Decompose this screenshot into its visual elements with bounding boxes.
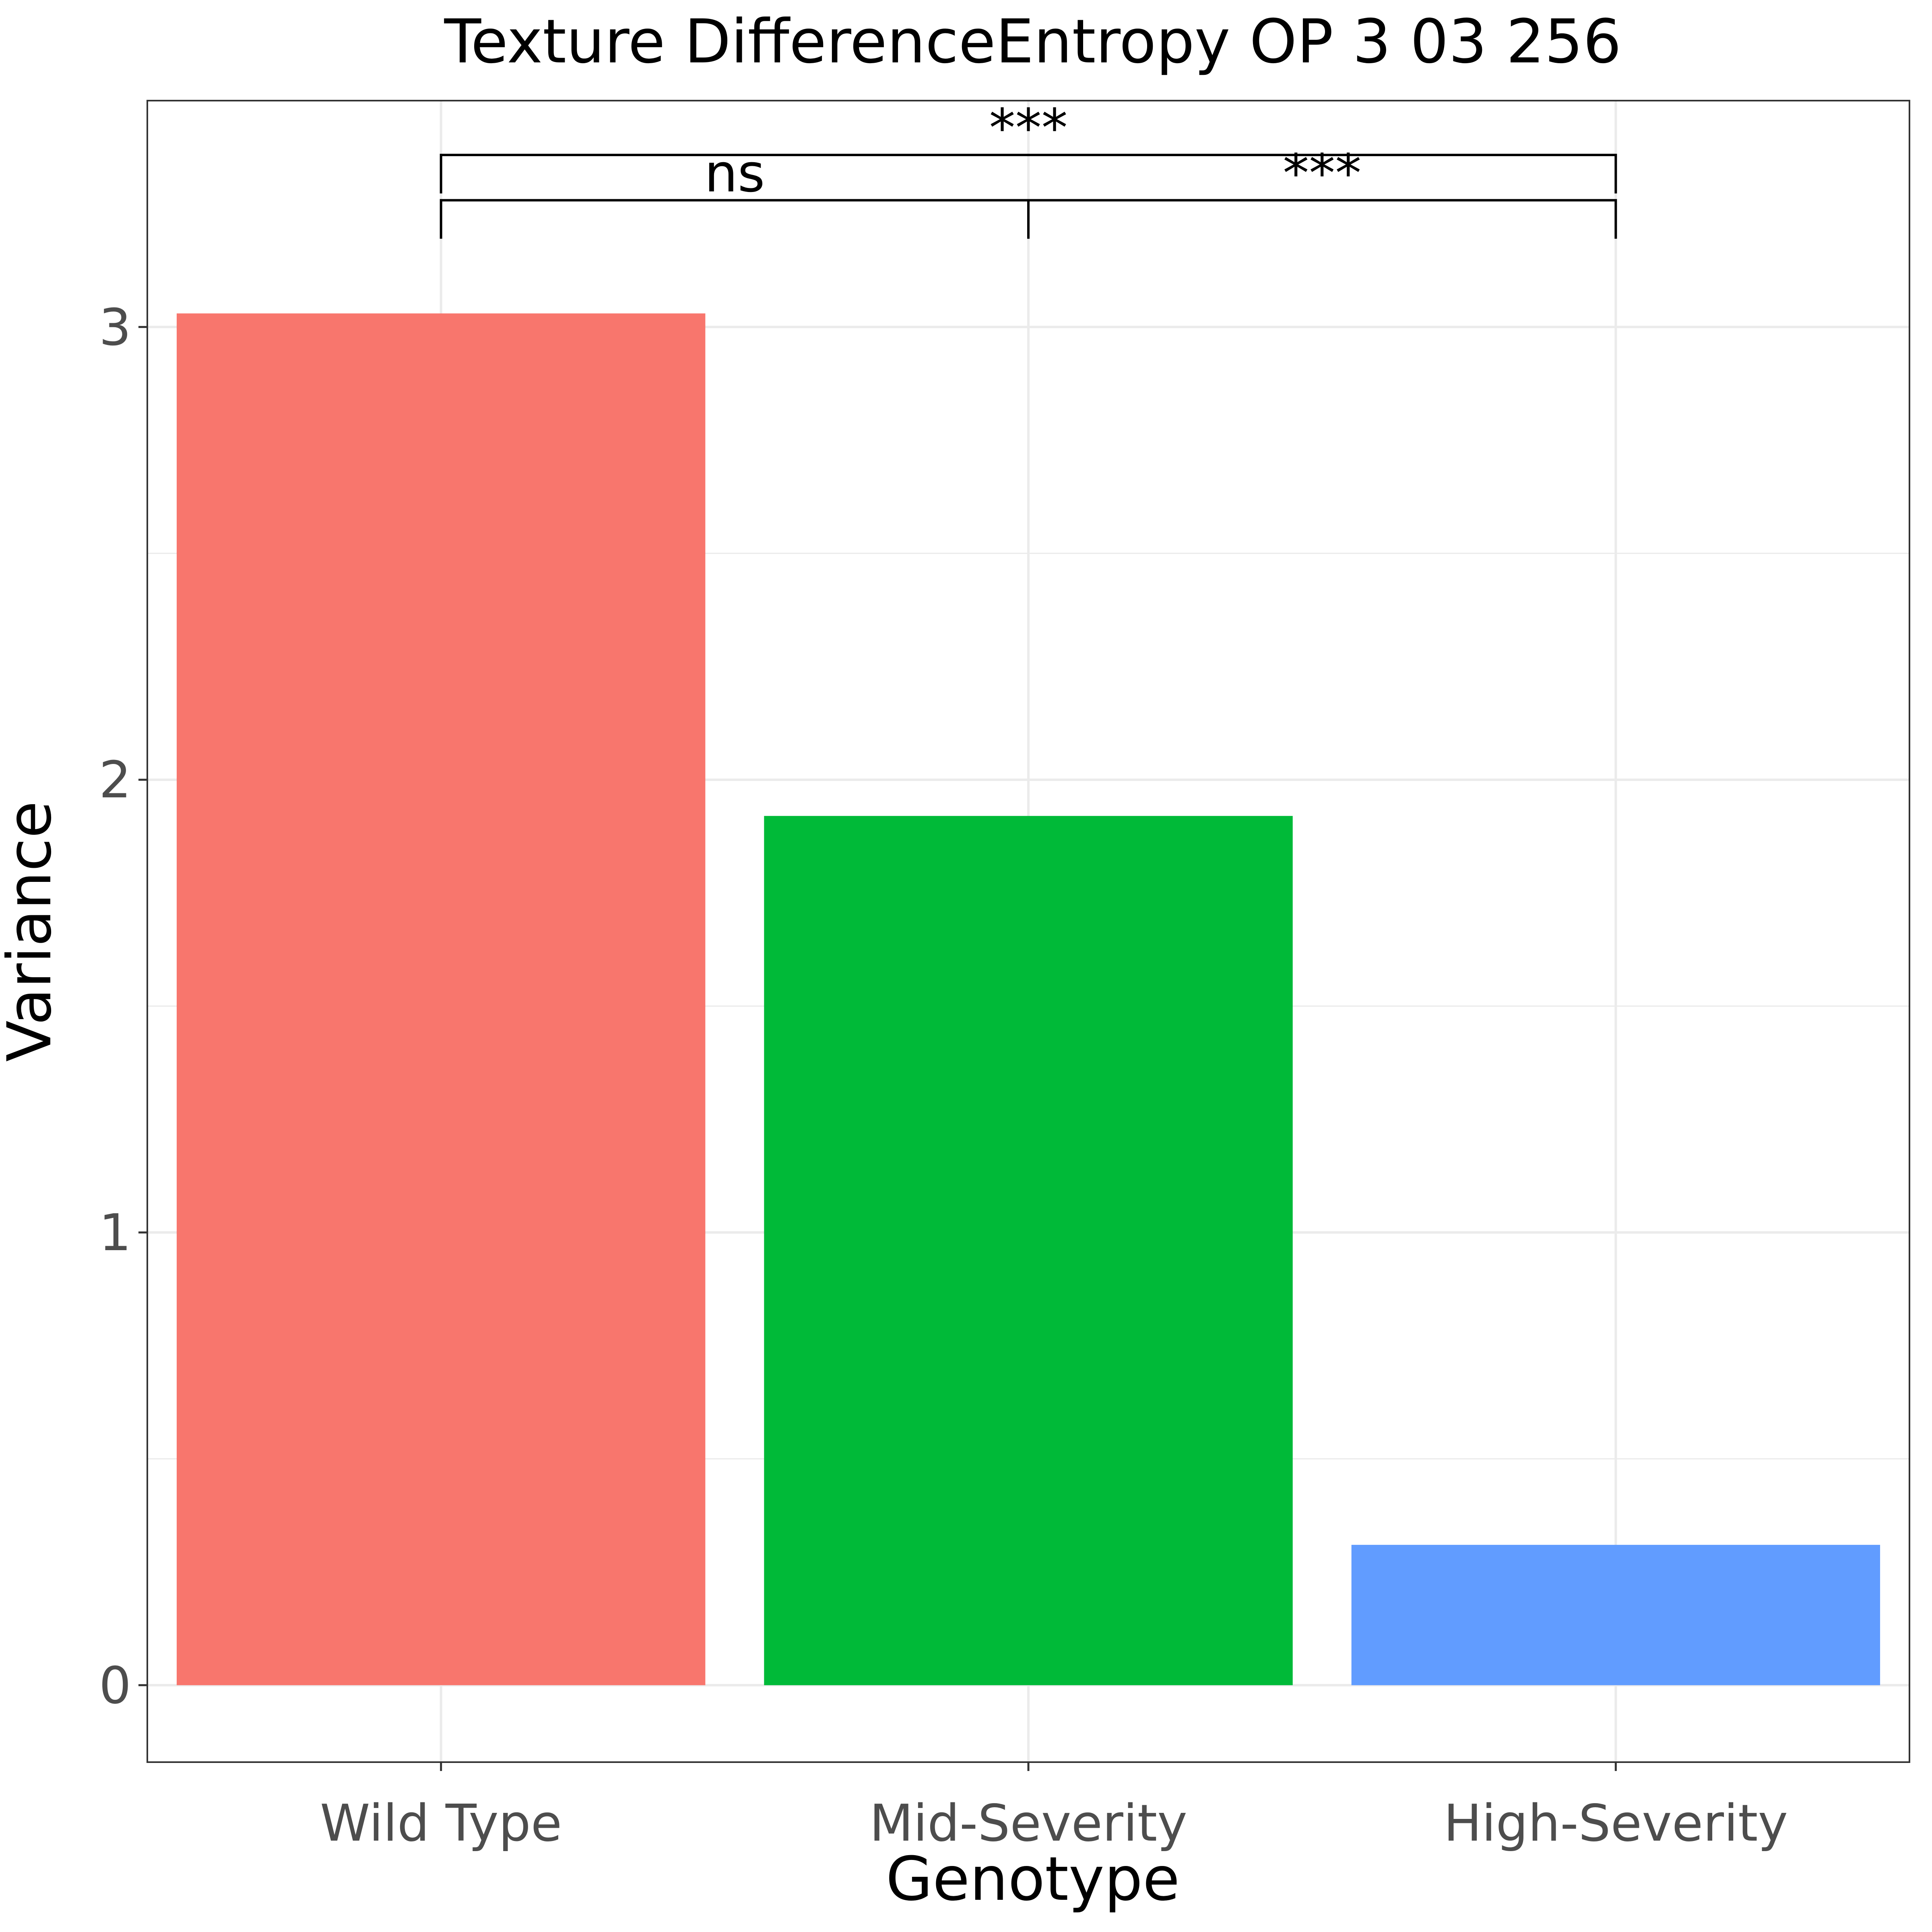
x-axis-title: Genotype [886,1844,1180,1914]
x-tick-label: Wild Type [320,1794,562,1853]
bar-wild-type [176,313,706,1685]
y-tick-label: 1 [99,1203,131,1262]
x-tick-label: High-Severity [1444,1794,1788,1853]
comparison-bracket [440,153,1617,194]
comparison-bracket [1027,199,1617,239]
bars [176,313,1880,1685]
significance-label: *** [1283,142,1361,204]
bar-high-severity [1351,1545,1880,1685]
y-axis-title: Variance [0,801,65,1062]
y-tick-label: 3 [99,297,131,357]
plot-area: ns *** *** [147,97,1910,1763]
y-tick-label: 0 [99,1656,131,1715]
chart-title: Texture DifferenceEntropy OP 3 03 256 [444,7,1622,77]
x-tick-label: Mid-Severity [869,1794,1187,1853]
significance-label: ns [704,142,765,204]
bar-mid-severity [764,816,1293,1685]
y-tick-label: 2 [99,750,131,809]
significance-label: *** [989,97,1068,159]
y-axis: 0 1 2 3 [99,297,147,1715]
significance-brackets: ns *** *** [440,97,1617,239]
x-axis: Wild Type Mid-Severity High-Severity [320,1762,1788,1853]
